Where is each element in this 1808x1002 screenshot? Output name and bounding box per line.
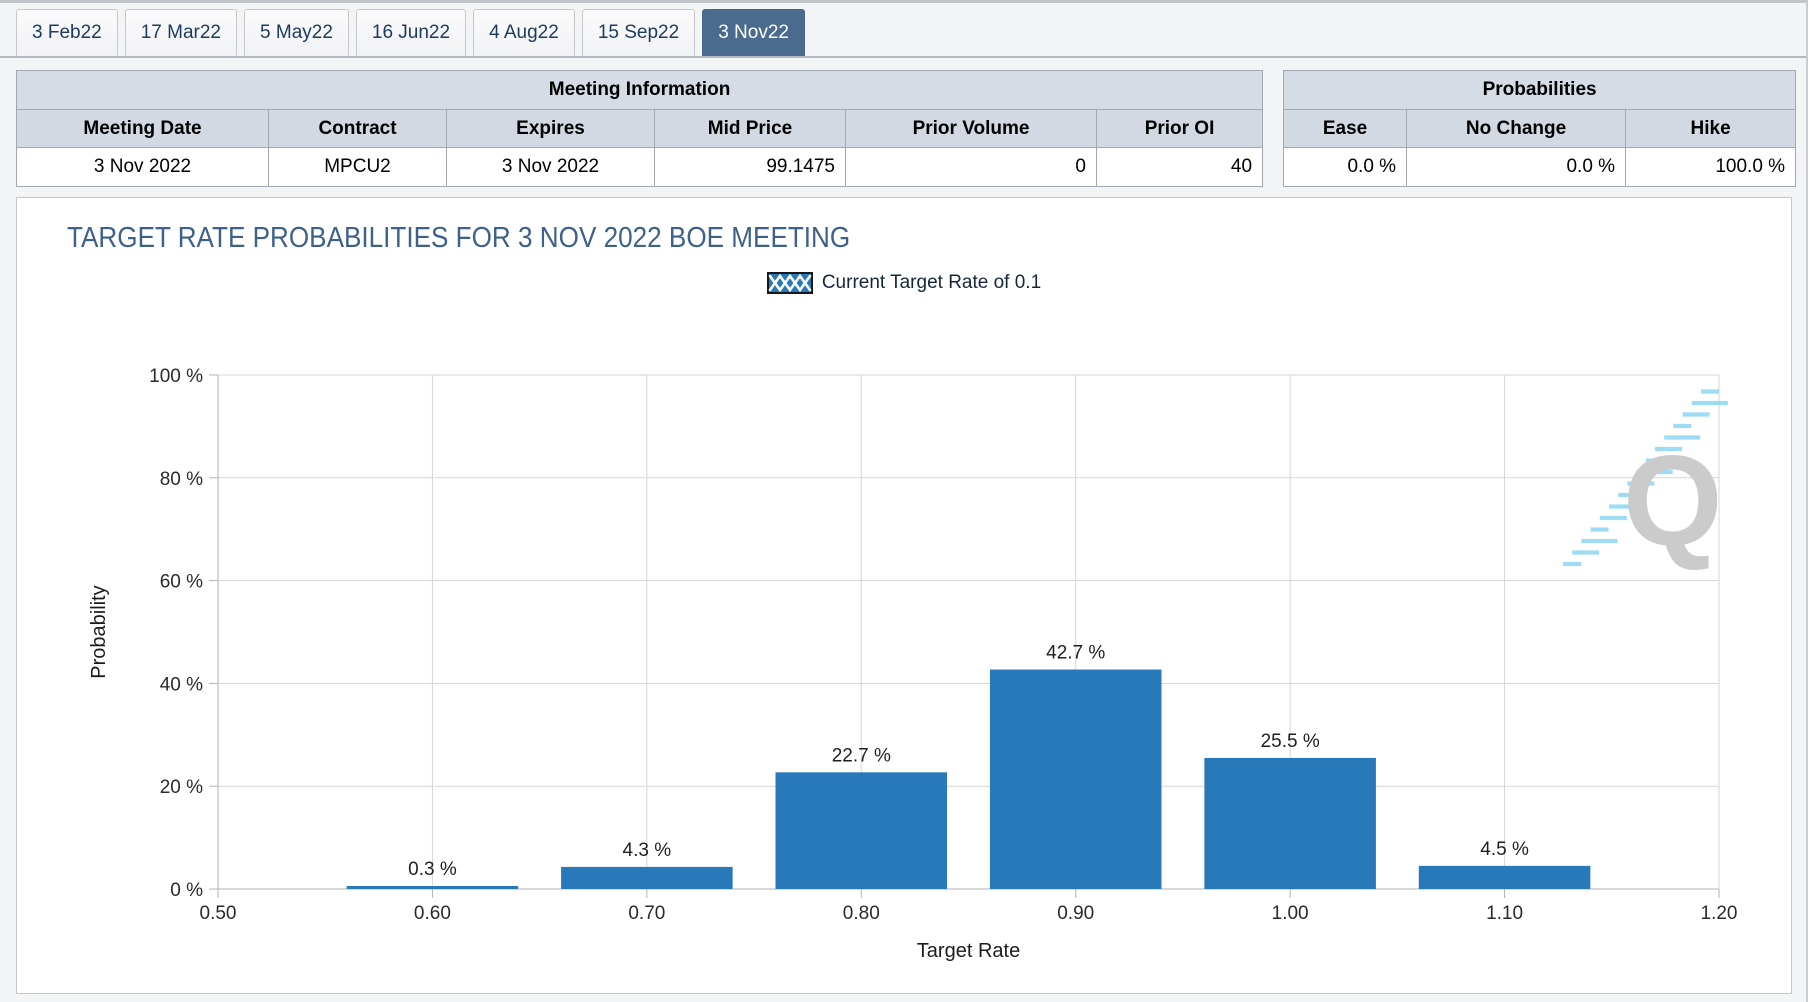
bar-value-label: 4.3 % [623, 840, 672, 861]
table-section-title: Meeting Information [15, 70, 1264, 110]
y-tick-label: 100 % [149, 366, 203, 387]
tab-4-aug22[interactable]: 4 Aug22 [473, 9, 575, 56]
watermark-letter: Q [1623, 430, 1723, 573]
bar-value-label: 22.7 % [832, 745, 891, 766]
table-row: 0.0 % 0.0 % 100.0 % [1283, 147, 1797, 187]
probability-bar-0.60 [346, 886, 519, 889]
quikstrike-watermark: Q [1563, 389, 1728, 573]
column-header-prior-volume: Prior Volume [845, 109, 1097, 148]
column-header-hike: Hike [1625, 109, 1797, 148]
summary-tables-row: Meeting Information Meeting Date Contract E… [15, 70, 1797, 187]
column-header-ease: Ease [1283, 109, 1408, 148]
y-tick-label: 60 % [160, 572, 203, 593]
meeting-info-table: Meeting Information Meeting Date Contract E… [15, 70, 1264, 187]
x-tick-label: 0.80 [843, 903, 880, 924]
x-tick-label: 1.20 [1701, 903, 1738, 924]
legend-label: Current Target Rate of 0.1 [821, 272, 1042, 293]
legend-swatch-hatch [768, 273, 812, 293]
tab-16-jun22[interactable]: 16 Jun22 [355, 9, 467, 56]
chart-panel: TARGET RATE PROBABILITIES FOR 3 NOV 2022… [16, 197, 1792, 994]
legend-swatch [766, 272, 813, 294]
value-expires: 3 Nov 2022 [446, 147, 655, 187]
bar-value-label: 4.5 % [1480, 839, 1529, 860]
column-header-prior-oi: Prior OI [1095, 109, 1264, 148]
legend-swatch-hatch [768, 273, 812, 293]
value-contract: MPCU2 [268, 147, 447, 187]
x-tick-label: 1.00 [1272, 903, 1309, 924]
probability-bar-0.70 [561, 866, 733, 889]
x-tick-label: 1.10 [1486, 903, 1523, 924]
y-axis-title: Probability [88, 585, 110, 678]
y-tick-label: 0 % [170, 880, 203, 901]
probabilities-table: Probabilities Ease No Change Hike 0.0 % 0.0 %… [1283, 70, 1797, 187]
y-tick-label: 40 % [160, 674, 203, 695]
value-prior-oi: 40 [1095, 147, 1264, 187]
x-tick-label: 0.70 [628, 903, 665, 924]
column-header-no-change: No Change [1406, 109, 1627, 148]
value-no-change: 0.0 % [1406, 147, 1627, 187]
value-meeting-date: 3 Nov 2022 [16, 147, 269, 187]
table-section-title: Probabilities [1283, 70, 1797, 110]
tab-bar: 3 Feb22 17 Mar22 5 May22 16 Jun22 4 Aug22 15 … [0, 3, 1806, 58]
probability-bar-chart: Q 0 % 20 % 40 % 60 % 80 % 100 % 0.50 0.60 0.70 0.8… [88, 366, 1738, 962]
tab-17-mar22[interactable]: 17 Mar22 [124, 9, 238, 56]
tab-3-feb22[interactable]: 3 Feb22 [16, 9, 118, 56]
bar-value-label: 0.3 % [408, 859, 457, 880]
probability-bar-1.00 [1204, 757, 1376, 889]
column-header-contract: Contract [268, 109, 447, 148]
value-ease: 0.0 % [1283, 147, 1408, 187]
value-hike: 100.0 % [1625, 147, 1797, 187]
tab-15-sep22[interactable]: 15 Sep22 [581, 9, 696, 56]
bar-value-label: 25.5 % [1261, 731, 1320, 752]
probability-bar-0.80 [775, 772, 948, 889]
chart-title: TARGET RATE PROBABILITIES FOR 3 NOV 2022… [67, 222, 851, 254]
column-header-mid-price: Mid Price [654, 109, 846, 148]
table-row: 3 Nov 2022 MPCU2 3 Nov 2022 99.1475 0 40 [16, 147, 1264, 187]
value-prior-volume: 0 [845, 147, 1097, 187]
probability-bar-0.90 [989, 669, 1162, 889]
x-tick-label: 0.90 [1057, 903, 1094, 924]
column-header-meeting-date: Meeting Date [16, 109, 269, 148]
tab-5-may22[interactable]: 5 May22 [244, 9, 349, 56]
bar-value-label: 42.7 % [1046, 643, 1105, 664]
column-header-expires: Expires [446, 109, 655, 148]
y-tick-label: 20 % [160, 777, 203, 798]
tab-3-nov22[interactable]: 3 Nov22 [702, 9, 805, 56]
x-tick-label: 0.50 [200, 903, 237, 924]
chart-area: Q 0 % 20 % 40 % 60 % 80 % 100 % 0.50 0.60 0.70 0.8… [17, 332, 1793, 992]
x-tick-label: 0.60 [414, 903, 451, 924]
chart-legend: Current Target Rate of 0.1 [17, 272, 1791, 294]
probability-bar-1.10 [1418, 865, 1591, 889]
y-tick-label: 80 % [160, 469, 203, 490]
value-mid-price: 99.1475 [654, 147, 846, 187]
x-axis-title: Target Rate [917, 940, 1020, 962]
